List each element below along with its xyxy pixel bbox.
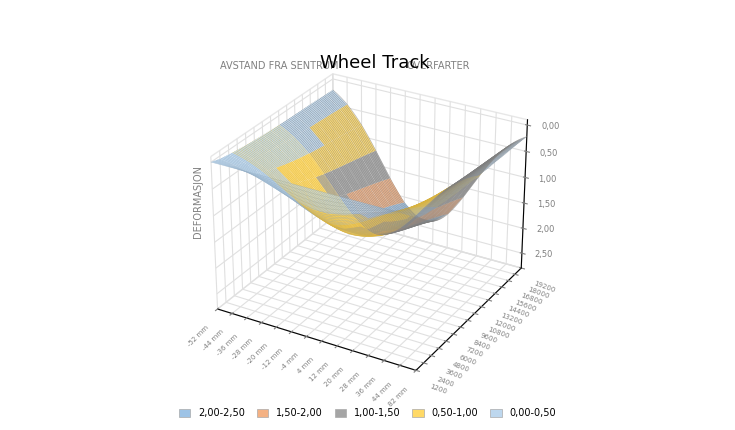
Title: Wheel Track: Wheel Track bbox=[320, 55, 429, 72]
Legend: 2,00-2,50, 1,50-2,00, 1,00-1,50, 0,50-1,00, 0,00-0,50: 2,00-2,50, 1,50-2,00, 1,00-1,50, 0,50-1,… bbox=[176, 405, 559, 421]
Text: AVSTAND FRA SENTRUM: AVSTAND FRA SENTRUM bbox=[220, 61, 339, 71]
Text: DEFORMASJON: DEFORMASJON bbox=[193, 165, 204, 238]
Text: OVERFARTER: OVERFARTER bbox=[406, 61, 470, 71]
